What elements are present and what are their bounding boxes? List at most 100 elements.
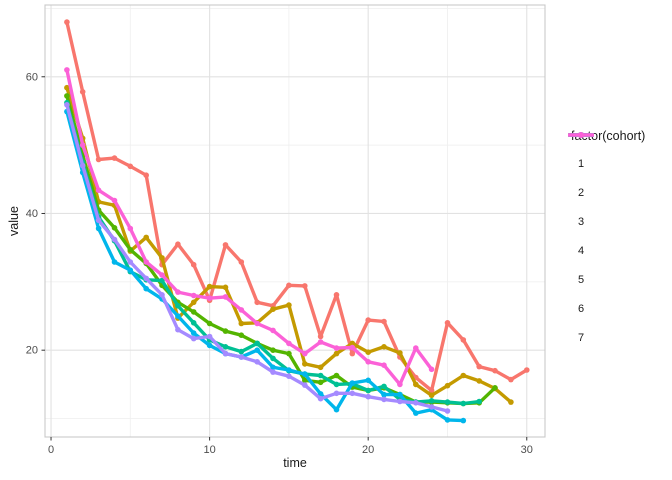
data-point-cohort-7 [317, 339, 324, 345]
data-point-cohort-1 [64, 19, 70, 25]
x-tick-label: 0 [48, 444, 54, 456]
data-point-cohort-3 [302, 377, 308, 384]
data-point-cohort-7 [270, 327, 276, 334]
data-point-cohort-2 [460, 372, 467, 379]
data-point-cohort-6 [302, 382, 308, 388]
data-point-cohort-1 [254, 299, 260, 306]
data-point-cohort-4 [428, 398, 435, 404]
data-point-cohort-3 [270, 347, 276, 354]
data-point-cohort-2 [286, 302, 292, 308]
data-point-cohort-1 [143, 172, 149, 178]
legend-label: 6 [578, 302, 585, 315]
data-point-cohort-1 [428, 387, 435, 394]
data-point-cohort-2 [381, 344, 387, 350]
y-tick-label: 60 [26, 71, 38, 83]
legend-label: 3 [578, 215, 585, 228]
data-point-cohort-1 [524, 367, 530, 373]
data-point-cohort-7 [206, 295, 213, 302]
data-point-cohort-5 [175, 313, 181, 319]
data-point-cohort-2 [333, 350, 340, 357]
data-point-cohort-3 [333, 372, 340, 379]
data-point-cohort-7 [159, 272, 165, 278]
data-point-cohort-3 [64, 93, 70, 99]
data-point-cohort-1 [111, 155, 118, 161]
data-point-cohort-6 [428, 404, 435, 410]
data-point-cohort-6 [333, 390, 340, 397]
data-point-cohort-4 [238, 348, 245, 355]
data-point-cohort-1 [95, 156, 102, 163]
data-point-cohort-1 [381, 318, 387, 325]
data-point-cohort-6 [349, 390, 356, 397]
data-point-cohort-5 [302, 371, 308, 377]
panel-border [44, 4, 546, 438]
data-point-cohort-3 [238, 332, 245, 339]
data-point-cohort-6 [270, 369, 276, 375]
data-point-cohort-1 [317, 333, 324, 340]
data-point-cohort-6 [381, 396, 387, 403]
data-point-cohort-7 [64, 67, 70, 73]
data-point-cohort-7 [175, 289, 181, 295]
legend-item-cohort-2: 2 [568, 132, 670, 207]
data-point-cohort-3 [222, 328, 229, 334]
data-point-cohort-7 [333, 345, 340, 351]
data-point-cohort-6 [397, 398, 403, 405]
data-point-cohort-1 [349, 350, 356, 357]
data-point-cohort-7 [349, 344, 356, 351]
data-point-cohort-6 [190, 335, 197, 342]
series-line-cohort-1 [65, 20, 529, 393]
legend-items: 1 2 3 4 5 6 7 [568, 132, 670, 352]
data-point-cohort-5 [143, 285, 149, 292]
data-point-cohort-2 [508, 399, 514, 405]
data-point-cohort-6 [286, 373, 292, 380]
data-point-cohort-7 [222, 294, 229, 300]
data-point-cohort-4 [317, 372, 324, 379]
data-point-cohort-2 [428, 392, 435, 399]
legend-item-cohort-3: 3 [568, 132, 670, 236]
data-point-cohort-4 [365, 387, 372, 394]
data-point-cohort-3 [190, 309, 197, 315]
data-point-cohort-5 [270, 364, 276, 371]
data-point-cohort-6 [238, 354, 245, 360]
data-point-cohort-7 [238, 307, 245, 313]
data-point-cohort-2 [476, 378, 483, 384]
data-point-cohort-6 [206, 333, 213, 340]
data-point-cohort-5 [127, 267, 134, 274]
legend-key-icon [568, 132, 594, 138]
legend-label: 1 [578, 157, 585, 170]
data-point-cohort-5 [190, 330, 197, 336]
data-point-cohort-5 [333, 406, 340, 413]
y-axis-title: value [7, 206, 21, 236]
data-point-cohort-2 [413, 381, 419, 388]
data-point-cohort-2 [64, 84, 70, 91]
data-point-cohort-2 [222, 284, 229, 291]
data-point-cohort-7 [365, 359, 372, 365]
data-point-cohort-6 [111, 236, 118, 243]
x-tick-label: 20 [362, 444, 374, 456]
data-point-cohort-4 [175, 303, 181, 309]
data-point-cohort-1 [238, 259, 245, 265]
data-point-cohort-3 [111, 225, 118, 231]
data-point-cohort-6 [413, 400, 419, 406]
data-point-cohort-2 [270, 306, 276, 313]
data-point-cohort-6 [254, 359, 260, 365]
data-point-cohort-1 [127, 163, 134, 170]
data-point-cohort-7 [286, 340, 292, 347]
data-point-cohort-3 [286, 350, 292, 357]
data-point-cohort-5 [206, 342, 213, 349]
data-point-cohort-1 [175, 241, 181, 247]
data-point-cohort-2 [159, 255, 165, 261]
data-point-cohort-7 [95, 187, 102, 193]
data-point-cohort-4 [476, 398, 483, 405]
data-point-cohort-1 [222, 242, 229, 248]
data-point-cohort-7 [254, 320, 260, 327]
data-point-cohort-2 [349, 340, 356, 347]
legend-label: 2 [578, 186, 585, 199]
data-point-cohort-7 [79, 142, 86, 148]
x-tick-label: 10 [203, 444, 215, 456]
data-point-cohort-6 [95, 217, 102, 224]
data-point-cohort-1 [286, 282, 292, 289]
data-point-cohort-2 [317, 364, 324, 371]
data-point-cohort-6 [175, 326, 181, 333]
